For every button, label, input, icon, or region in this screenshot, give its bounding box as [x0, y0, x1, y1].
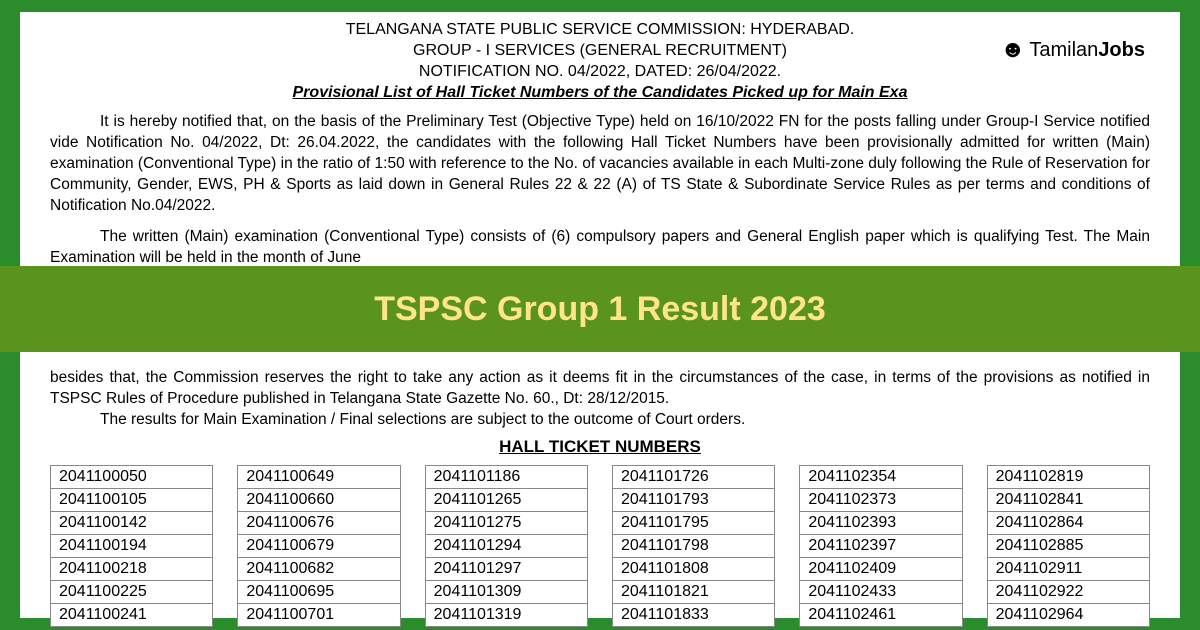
ticket-cell: 2041102354 — [800, 465, 962, 488]
header-line-2: GROUP - I SERVICES (GENERAL RECRUITMENT) — [50, 41, 1150, 62]
ticket-cell: 2041101297 — [425, 557, 587, 580]
ticket-cell: 2041102373 — [800, 488, 962, 511]
notice-title: Provisional List of Hall Ticket Numbers … — [50, 84, 1150, 102]
ticket-cell: 2041100679 — [238, 534, 400, 557]
ticket-cell: 2041101294 — [425, 534, 587, 557]
lower-section: besides that, the Commission reserves th… — [50, 368, 1150, 627]
logo-icon: ☻ — [1000, 38, 1025, 62]
ticket-column: 2041100649204110066020411006762041100679… — [237, 465, 400, 627]
ticket-cell: 2041102433 — [800, 580, 962, 603]
ticket-cell: 2041102885 — [987, 534, 1149, 557]
ticket-cell: 2041101319 — [425, 603, 587, 626]
ticket-cell: 2041101275 — [425, 511, 587, 534]
site-logo: ☻ TamilanJobs — [1000, 38, 1145, 62]
ticket-cell: 2041102393 — [800, 511, 962, 534]
ticket-cell: 2041102819 — [987, 465, 1149, 488]
hall-ticket-grid: 2041100050204110010520411001422041100194… — [50, 465, 1150, 627]
ticket-cell: 2041102864 — [987, 511, 1149, 534]
ticket-cell: 2041100682 — [238, 557, 400, 580]
ticket-cell: 2041100695 — [238, 580, 400, 603]
ticket-cell: 2041102964 — [987, 603, 1149, 626]
ticket-cell: 2041100194 — [51, 534, 213, 557]
ticket-cell: 2041100701 — [238, 603, 400, 626]
ticket-cell: 2041100241 — [51, 603, 213, 626]
ticket-cell: 2041101186 — [425, 465, 587, 488]
ticket-cell: 2041102461 — [800, 603, 962, 626]
ticket-column: 2041100050204110010520411001422041100194… — [50, 465, 213, 627]
ticket-cell: 2041100676 — [238, 511, 400, 534]
ticket-cell: 2041100142 — [51, 511, 213, 534]
paragraph-3a: besides that, the Commission reserves th… — [50, 368, 1150, 410]
ticket-cell: 2041100660 — [238, 488, 400, 511]
overlay-banner: TSPSC Group 1 Result 2023 — [0, 266, 1200, 352]
header-line-1: TELANGANA STATE PUBLIC SERVICE COMMISSIO… — [50, 20, 1150, 41]
ticket-cell: 2041100105 — [51, 488, 213, 511]
ticket-cell: 2041101793 — [612, 488, 774, 511]
header-line-3: NOTIFICATION NO. 04/2022, DATED: 26/04/2… — [50, 62, 1150, 83]
ticket-cell: 2041101795 — [612, 511, 774, 534]
ticket-cell: 2041100225 — [51, 580, 213, 603]
ticket-cell: 2041101821 — [612, 580, 774, 603]
ticket-cell: 2041102922 — [987, 580, 1149, 603]
ticket-cell: 2041102911 — [987, 557, 1149, 580]
ticket-cell: 2041102397 — [800, 534, 962, 557]
ticket-cell: 2041102409 — [800, 557, 962, 580]
ticket-column: 2041102354204110237320411023932041102397… — [799, 465, 962, 627]
paragraph-1: It is hereby notified that, on the basis… — [50, 112, 1150, 217]
ticket-column: 2041102819204110284120411028642041102885… — [987, 465, 1150, 627]
ticket-cell: 2041101808 — [612, 557, 774, 580]
ticket-column: 2041101186204110126520411012752041101294… — [425, 465, 588, 627]
ticket-cell: 2041101309 — [425, 580, 587, 603]
ticket-cell: 2041101265 — [425, 488, 587, 511]
ticket-cell: 2041102841 — [987, 488, 1149, 511]
ticket-cell: 2041101798 — [612, 534, 774, 557]
ticket-column: 2041101726204110179320411017952041101798… — [612, 465, 775, 627]
paragraph-2: The written (Main) examination (Conventi… — [50, 227, 1150, 269]
ticket-cell: 2041100050 — [51, 465, 213, 488]
hall-ticket-heading: HALL TICKET NUMBERS — [50, 437, 1150, 457]
logo-text: TamilanJobs — [1029, 39, 1145, 62]
ticket-cell: 2041100218 — [51, 557, 213, 580]
paragraph-3b: The results for Main Examination / Final… — [50, 410, 1150, 431]
banner-text: TSPSC Group 1 Result 2023 — [374, 290, 826, 329]
ticket-cell: 2041101833 — [612, 603, 774, 626]
ticket-cell: 2041101726 — [612, 465, 774, 488]
ticket-cell: 2041100649 — [238, 465, 400, 488]
